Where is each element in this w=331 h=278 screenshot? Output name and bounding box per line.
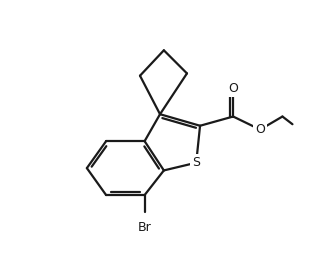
Text: S: S <box>192 156 200 169</box>
Text: Br: Br <box>138 221 152 234</box>
Text: O: O <box>255 123 265 136</box>
Text: O: O <box>228 82 238 95</box>
